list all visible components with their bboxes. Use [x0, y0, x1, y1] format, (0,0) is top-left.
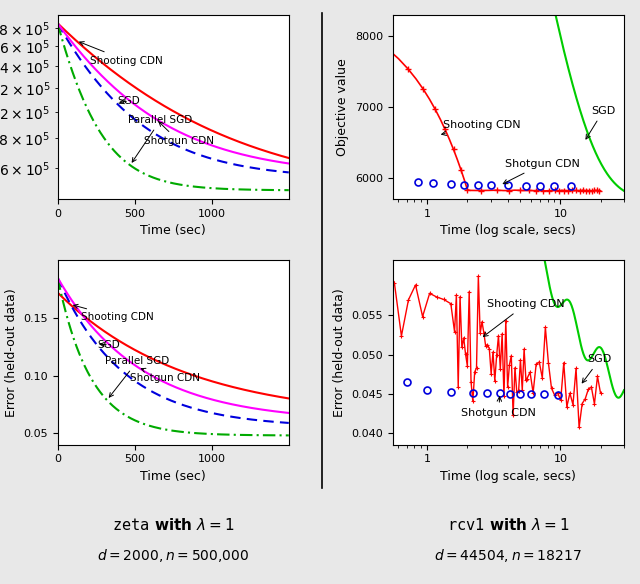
Text: Shotgun CDN: Shotgun CDN [130, 369, 200, 383]
Text: Shooting CDN: Shooting CDN [442, 120, 520, 135]
Text: $\mathtt{zeta}$ with $\lambda = 1$: $\mathtt{zeta}$ with $\lambda = 1$ [112, 517, 235, 533]
Text: Parallel SGD: Parallel SGD [129, 115, 193, 162]
Text: SGD: SGD [582, 354, 612, 383]
Text: SGD: SGD [586, 106, 616, 139]
X-axis label: Time (log scale, secs): Time (log scale, secs) [440, 470, 577, 483]
Y-axis label: Error (held-out data): Error (held-out data) [4, 288, 18, 417]
Text: Shooting CDN: Shooting CDN [74, 304, 154, 322]
X-axis label: Time (log scale, secs): Time (log scale, secs) [440, 224, 577, 237]
Text: Parallel SGD: Parallel SGD [106, 356, 170, 397]
Text: $d = 2000, n = 500{,}000$: $d = 2000, n = 500{,}000$ [97, 547, 250, 564]
Text: $d = 44504, n = 18217$: $d = 44504, n = 18217$ [435, 547, 582, 564]
Text: Shotgun CDN: Shotgun CDN [461, 397, 536, 418]
Y-axis label: Error (held-out data): Error (held-out data) [333, 288, 346, 417]
Text: Shooting CDN: Shooting CDN [483, 300, 564, 336]
Text: $\mathtt{rcv1}$ with $\lambda = 1$: $\mathtt{rcv1}$ with $\lambda = 1$ [447, 517, 570, 533]
Text: Shotgun CDN: Shotgun CDN [144, 122, 214, 146]
X-axis label: Time (sec): Time (sec) [140, 470, 206, 483]
X-axis label: Time (sec): Time (sec) [140, 224, 206, 237]
Text: SGD: SGD [118, 96, 140, 106]
Text: Shotgun CDN: Shotgun CDN [503, 159, 579, 183]
Y-axis label: Objective value: Objective value [337, 58, 349, 156]
Text: Shooting CDN: Shooting CDN [80, 41, 163, 65]
Text: SGD: SGD [98, 340, 120, 350]
